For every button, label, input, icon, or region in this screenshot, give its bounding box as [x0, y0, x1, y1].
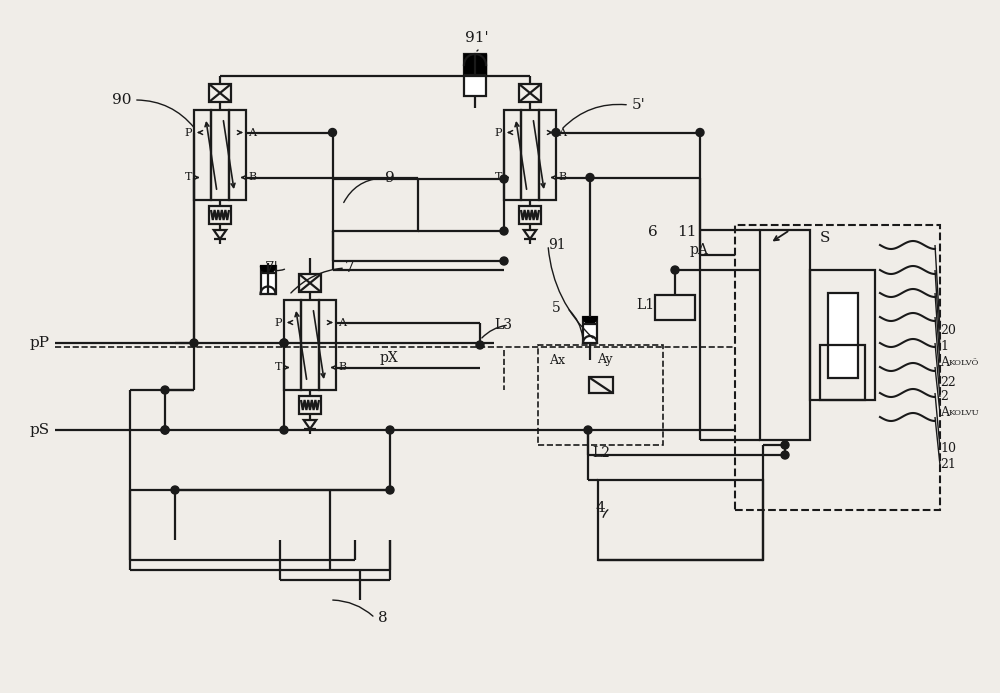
Text: 21: 21 [940, 459, 956, 471]
Text: 90: 90 [112, 93, 132, 107]
Circle shape [280, 339, 288, 347]
Text: B: B [248, 173, 256, 182]
Bar [598, 480, 763, 560]
Circle shape [280, 339, 288, 347]
Bar [209, 206, 231, 224]
Text: B: B [338, 362, 346, 373]
Bar [229, 110, 246, 200]
Text: P: P [274, 317, 282, 328]
Text: Ax: Ax [549, 353, 565, 367]
Text: 91': 91' [465, 31, 489, 45]
Bar [539, 110, 556, 200]
Bar [319, 300, 336, 390]
Bar [735, 225, 940, 510]
Circle shape [476, 341, 484, 349]
Bar [828, 292, 858, 378]
Bar [332, 179, 418, 231]
Text: 7': 7' [265, 261, 279, 275]
Circle shape [552, 128, 560, 137]
Bar [521, 110, 539, 200]
Bar [301, 300, 319, 390]
Text: pX: pX [380, 351, 399, 365]
Text: KOLVÖ: KOLVÖ [949, 359, 979, 367]
Circle shape [781, 441, 789, 449]
Circle shape [500, 257, 508, 265]
Polygon shape [260, 266, 276, 274]
Circle shape [386, 486, 394, 494]
Bar [260, 266, 276, 294]
Text: L2: L2 [592, 446, 610, 460]
Text: 10: 10 [940, 441, 956, 455]
Text: T: T [275, 362, 282, 373]
Bar [820, 345, 865, 400]
Bar [299, 274, 321, 292]
Text: L3: L3 [494, 318, 512, 332]
Text: 9: 9 [385, 171, 395, 185]
Circle shape [671, 266, 679, 274]
Bar [194, 110, 211, 200]
Text: pS: pS [30, 423, 50, 437]
Text: L1: L1 [636, 298, 654, 312]
Circle shape [500, 175, 508, 183]
Bar [588, 377, 612, 393]
Text: T: T [495, 173, 502, 182]
Text: pA: pA [690, 243, 709, 257]
Bar [760, 230, 810, 440]
Text: P: P [494, 128, 502, 137]
Text: P: P [184, 128, 192, 137]
Circle shape [586, 173, 594, 182]
Bar [538, 345, 663, 445]
Circle shape [781, 451, 789, 459]
Bar [519, 206, 541, 224]
Text: 11: 11 [677, 225, 696, 239]
Text: 5: 5 [552, 301, 561, 315]
Circle shape [280, 426, 288, 434]
Bar [209, 84, 231, 102]
Bar [504, 110, 521, 200]
Circle shape [500, 227, 508, 235]
Text: 91: 91 [548, 238, 566, 252]
Text: 20: 20 [940, 324, 956, 337]
Text: KOLVU: KOLVU [949, 409, 980, 417]
Circle shape [161, 426, 169, 434]
Circle shape [190, 339, 198, 347]
Text: 22: 22 [940, 376, 956, 389]
Circle shape [696, 128, 704, 137]
Bar [583, 317, 597, 343]
Polygon shape [583, 317, 597, 324]
Text: A: A [940, 407, 949, 419]
Bar [810, 270, 875, 400]
Bar [464, 54, 486, 96]
Bar [519, 84, 541, 102]
Bar [299, 396, 321, 414]
Text: 1: 1 [940, 340, 948, 353]
Circle shape [386, 426, 394, 434]
Text: A: A [558, 128, 566, 137]
Bar [211, 110, 229, 200]
Text: A: A [248, 128, 256, 137]
Circle shape [161, 426, 169, 434]
Text: 6: 6 [648, 225, 658, 239]
Text: 7: 7 [345, 261, 355, 275]
Text: B: B [558, 173, 566, 182]
Text: S: S [820, 231, 830, 245]
Text: 2: 2 [940, 390, 948, 403]
Bar [284, 300, 301, 390]
Circle shape [171, 486, 179, 494]
Bar [655, 295, 695, 320]
Text: A: A [940, 356, 949, 369]
Text: A: A [338, 317, 346, 328]
Text: 4: 4 [595, 501, 605, 515]
Text: pP: pP [30, 336, 50, 350]
Circle shape [584, 426, 592, 434]
Text: 5': 5' [632, 98, 646, 112]
Circle shape [328, 128, 336, 137]
Bar [464, 54, 486, 75]
Circle shape [161, 386, 169, 394]
Text: 8: 8 [378, 611, 388, 625]
Text: T: T [185, 173, 192, 182]
Text: Ay: Ay [597, 353, 613, 367]
